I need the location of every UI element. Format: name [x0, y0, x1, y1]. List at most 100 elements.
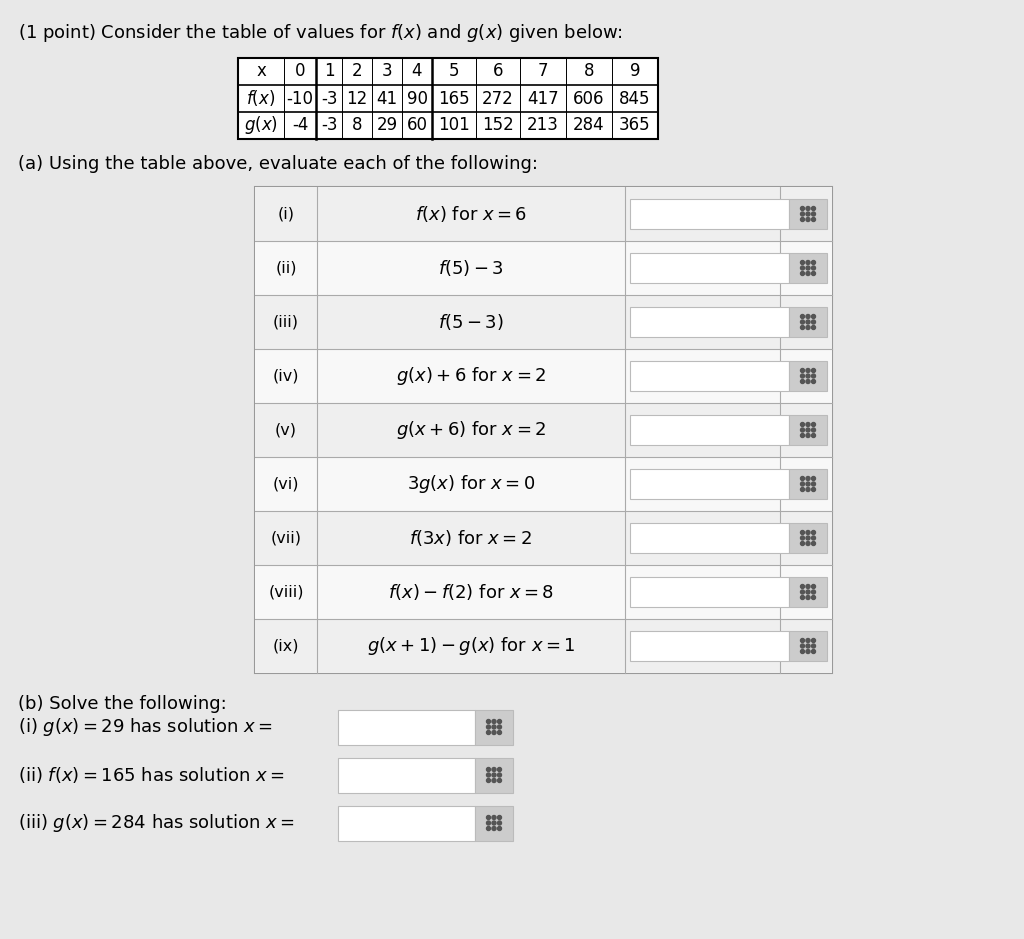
Text: $f(x) - f(2)$ for $x = 8$: $f(x) - f(2)$ for $x = 8$: [388, 582, 554, 602]
Bar: [790, 631, 827, 661]
Bar: [255, 295, 831, 349]
Text: -3: -3: [321, 116, 337, 134]
Bar: [255, 565, 831, 619]
Circle shape: [801, 207, 805, 210]
Circle shape: [498, 778, 502, 782]
Bar: [790, 523, 827, 553]
Circle shape: [801, 584, 805, 589]
Circle shape: [811, 476, 815, 481]
Text: 1: 1: [324, 63, 334, 81]
Circle shape: [806, 423, 810, 426]
Circle shape: [811, 536, 815, 540]
Bar: [475, 806, 513, 840]
Bar: [790, 199, 827, 229]
Circle shape: [806, 482, 810, 486]
Circle shape: [806, 531, 810, 534]
Circle shape: [811, 542, 815, 546]
Bar: [630, 469, 790, 499]
Circle shape: [806, 379, 810, 383]
Text: $g(x + 6)$ for $x = 2$: $g(x + 6)$ for $x = 2$: [396, 419, 546, 441]
Circle shape: [806, 644, 810, 648]
Bar: [630, 361, 790, 391]
Circle shape: [811, 218, 815, 222]
Circle shape: [498, 826, 502, 830]
Circle shape: [811, 595, 815, 599]
Bar: [255, 349, 831, 403]
Circle shape: [801, 423, 805, 426]
Circle shape: [486, 725, 490, 729]
Bar: [255, 511, 831, 565]
Text: $g(x) + 6$ for $x = 2$: $g(x) + 6$ for $x = 2$: [396, 365, 546, 387]
Text: 101: 101: [438, 116, 470, 134]
Text: 60: 60: [407, 116, 427, 134]
Circle shape: [486, 767, 490, 772]
Circle shape: [498, 725, 502, 729]
Circle shape: [801, 644, 805, 648]
Text: 7: 7: [538, 63, 548, 81]
Bar: [255, 457, 831, 511]
Text: $f(x)$ for $x = 6$: $f(x)$ for $x = 6$: [415, 204, 527, 224]
Text: 2: 2: [351, 63, 362, 81]
Text: 3: 3: [382, 63, 392, 81]
Circle shape: [801, 374, 805, 378]
Circle shape: [811, 482, 815, 486]
Text: (1 point) Consider the table of values for $f(x)$ and $g(x)$ given below:: (1 point) Consider the table of values f…: [18, 22, 623, 44]
Circle shape: [801, 320, 805, 324]
Circle shape: [811, 320, 815, 324]
Circle shape: [486, 719, 490, 724]
Text: $f(5 - 3)$: $f(5 - 3)$: [438, 312, 504, 332]
Text: $f(5) - 3$: $f(5) - 3$: [438, 258, 504, 278]
Circle shape: [801, 271, 805, 275]
Text: (viii): (viii): [268, 584, 304, 599]
Circle shape: [811, 644, 815, 648]
Circle shape: [801, 434, 805, 438]
Circle shape: [811, 584, 815, 589]
Circle shape: [801, 482, 805, 486]
Circle shape: [801, 315, 805, 318]
Text: (iii) $g(x) = 284$ has solution $x =$: (iii) $g(x) = 284$ has solution $x =$: [18, 812, 295, 834]
Circle shape: [806, 639, 810, 642]
Text: 272: 272: [482, 89, 514, 107]
Circle shape: [811, 326, 815, 330]
Circle shape: [801, 639, 805, 642]
Bar: [338, 758, 475, 793]
Circle shape: [811, 271, 815, 275]
Circle shape: [498, 815, 502, 820]
Circle shape: [492, 725, 496, 729]
Circle shape: [806, 326, 810, 330]
Text: 152: 152: [482, 116, 514, 134]
Circle shape: [811, 207, 815, 210]
Circle shape: [801, 531, 805, 534]
Text: (iii): (iii): [273, 315, 299, 330]
Text: $g(x)$: $g(x)$: [244, 115, 278, 136]
Circle shape: [811, 428, 815, 432]
Circle shape: [486, 826, 490, 830]
Circle shape: [811, 434, 815, 438]
Text: 9: 9: [630, 63, 640, 81]
Circle shape: [806, 368, 810, 373]
Bar: [790, 307, 827, 337]
Bar: [255, 619, 831, 673]
Text: 417: 417: [527, 89, 559, 107]
Text: -10: -10: [287, 89, 313, 107]
Circle shape: [811, 260, 815, 265]
Text: (ix): (ix): [272, 639, 299, 654]
Circle shape: [806, 434, 810, 438]
Circle shape: [492, 731, 496, 734]
Text: 165: 165: [438, 89, 470, 107]
Text: (i) $g(x) = 29$ has solution $x =$: (i) $g(x) = 29$ has solution $x =$: [18, 716, 273, 738]
Circle shape: [806, 207, 810, 210]
Circle shape: [492, 821, 496, 825]
Circle shape: [806, 266, 810, 270]
Text: $f(x)$: $f(x)$: [247, 88, 275, 109]
Bar: [255, 187, 831, 673]
Circle shape: [811, 531, 815, 534]
Text: 0: 0: [295, 63, 305, 81]
Text: (iv): (iv): [272, 368, 299, 383]
Bar: [630, 415, 790, 445]
Bar: [630, 199, 790, 229]
Text: 284: 284: [573, 116, 605, 134]
Circle shape: [801, 266, 805, 270]
Circle shape: [806, 212, 810, 216]
Circle shape: [486, 815, 490, 820]
